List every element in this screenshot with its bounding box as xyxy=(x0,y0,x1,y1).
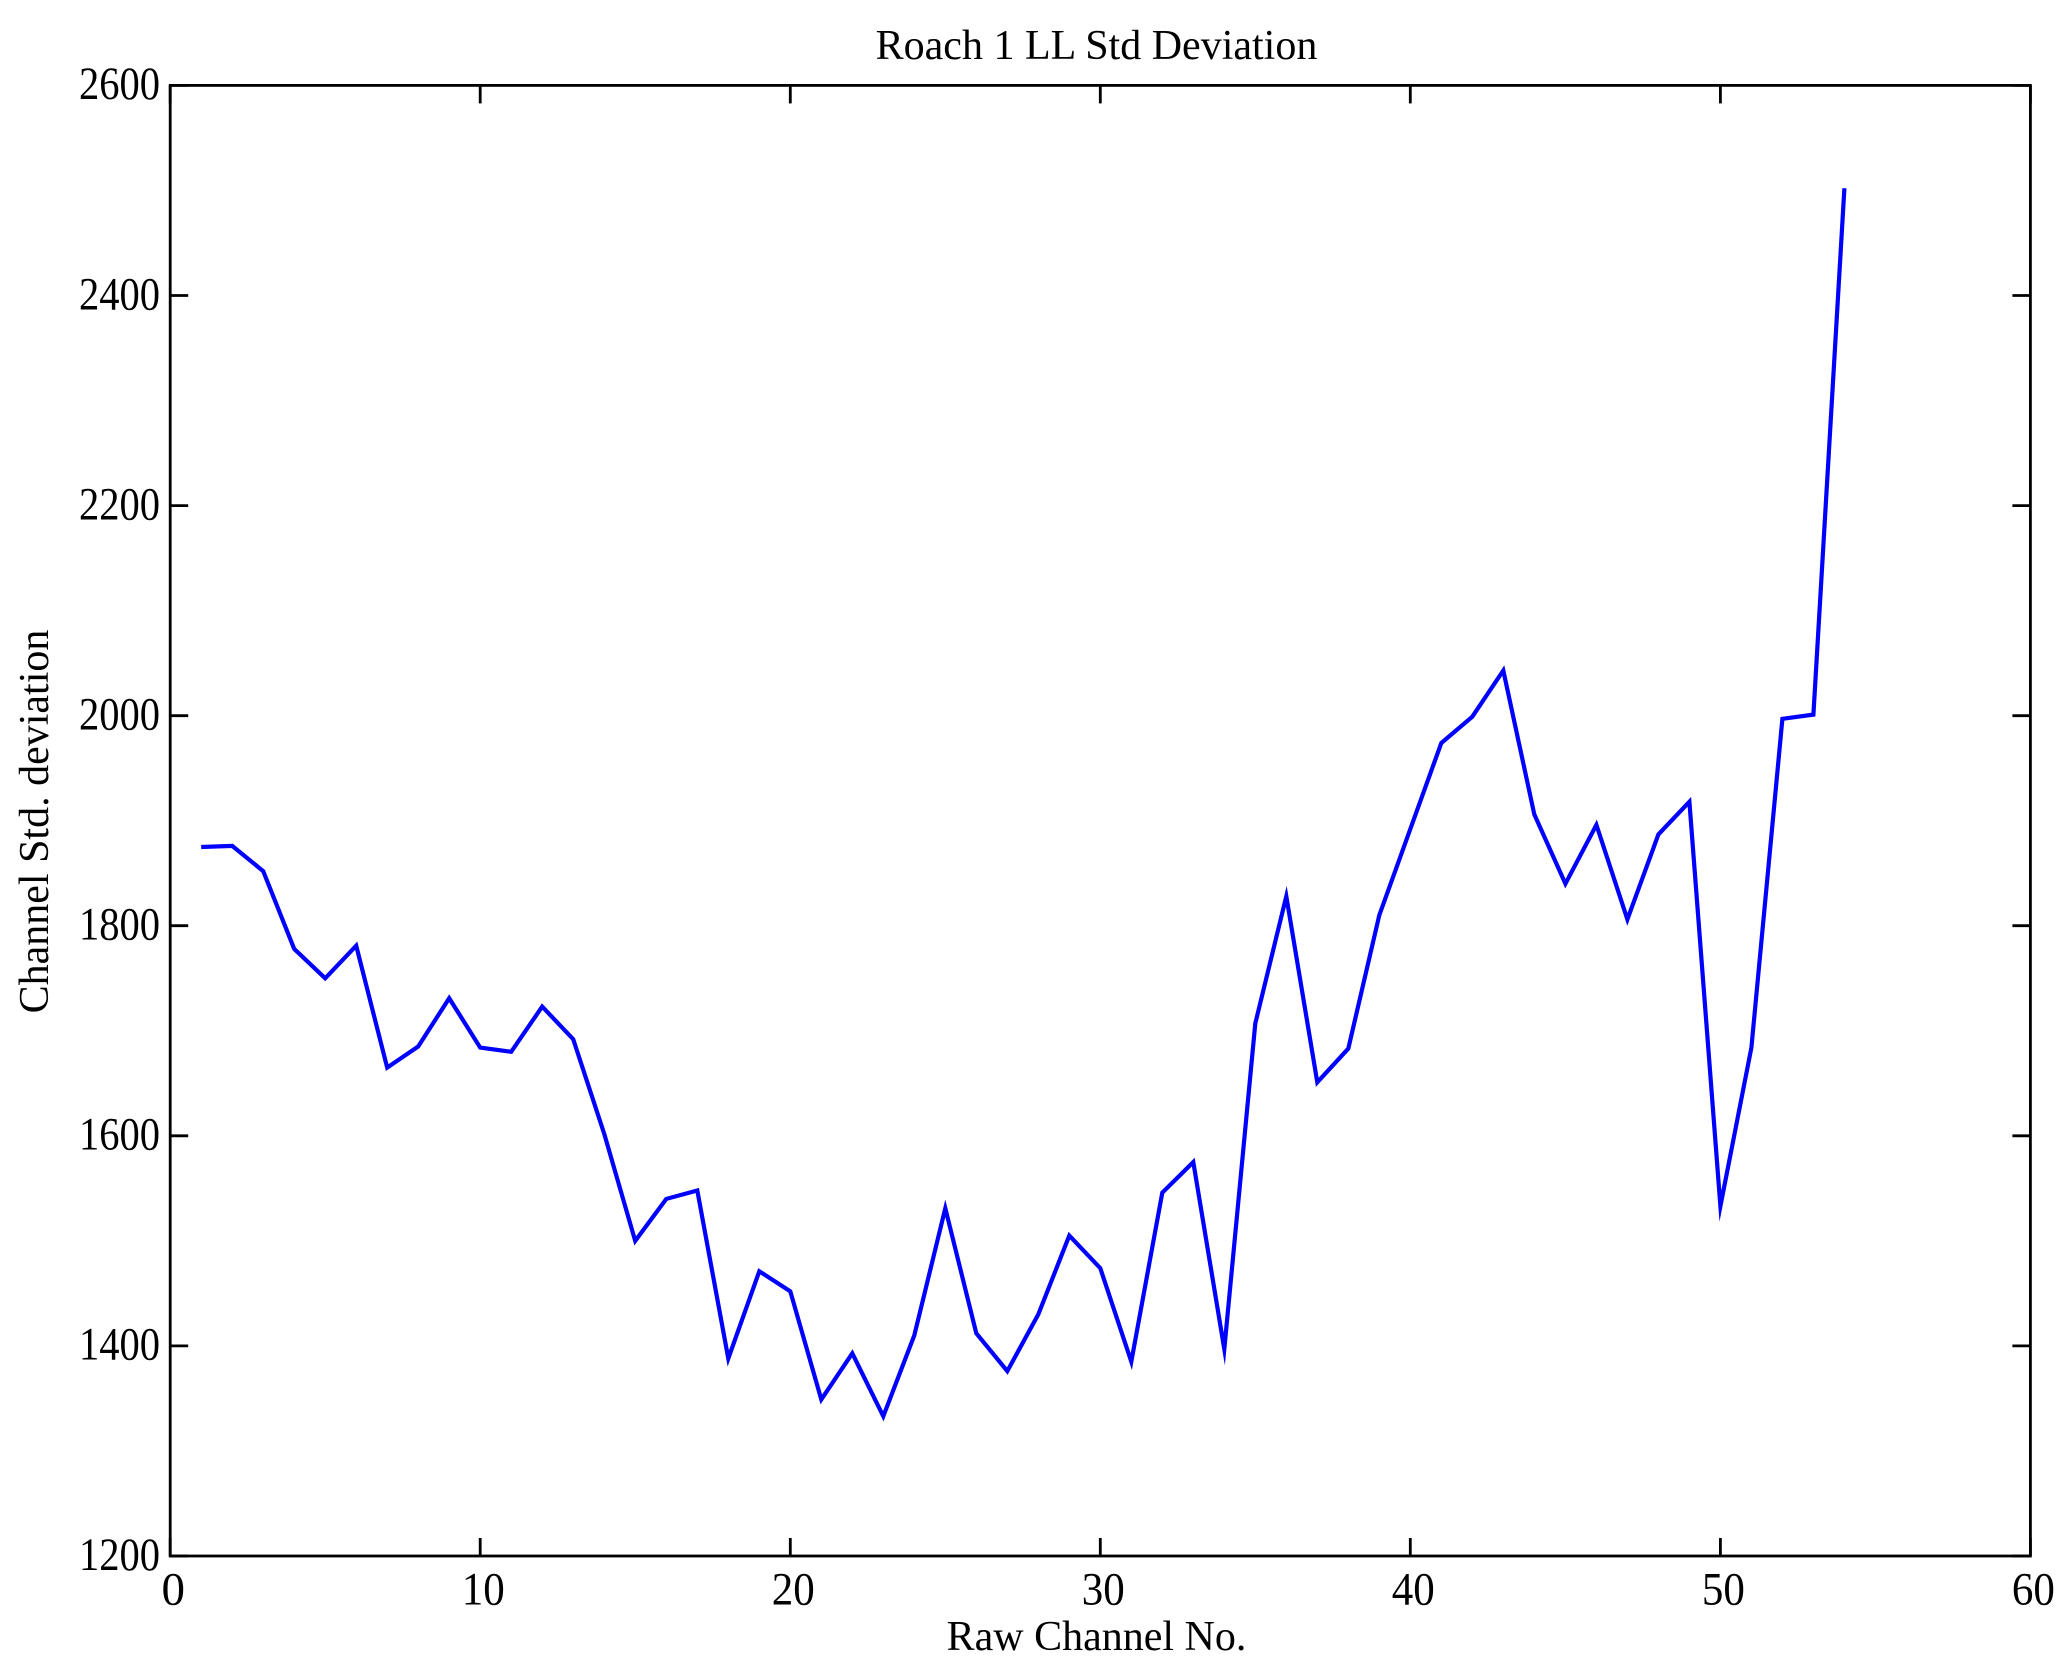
svg-text:Raw Channel No.: Raw Channel No. xyxy=(947,1614,1247,1660)
svg-text:2000: 2000 xyxy=(79,689,160,741)
svg-text:2600: 2600 xyxy=(79,58,160,110)
svg-text:30: 30 xyxy=(1082,1564,1125,1616)
svg-text:1600: 1600 xyxy=(79,1109,160,1161)
svg-text:2200: 2200 xyxy=(79,478,160,530)
svg-text:2400: 2400 xyxy=(79,268,160,320)
svg-text:60: 60 xyxy=(2012,1564,2055,1616)
svg-text:Channel Std. deviation: Channel Std. deviation xyxy=(12,630,58,1014)
svg-text:1800: 1800 xyxy=(79,899,160,951)
svg-text:Roach 1 LL Std Deviation: Roach 1 LL Std Deviation xyxy=(876,23,1318,69)
svg-text:20: 20 xyxy=(772,1564,815,1616)
svg-text:0: 0 xyxy=(161,1564,185,1616)
svg-text:10: 10 xyxy=(462,1564,505,1616)
svg-text:50: 50 xyxy=(1702,1564,1745,1616)
svg-text:1400: 1400 xyxy=(79,1319,160,1371)
svg-text:1200: 1200 xyxy=(79,1529,160,1581)
svg-text:40: 40 xyxy=(1392,1564,1435,1616)
